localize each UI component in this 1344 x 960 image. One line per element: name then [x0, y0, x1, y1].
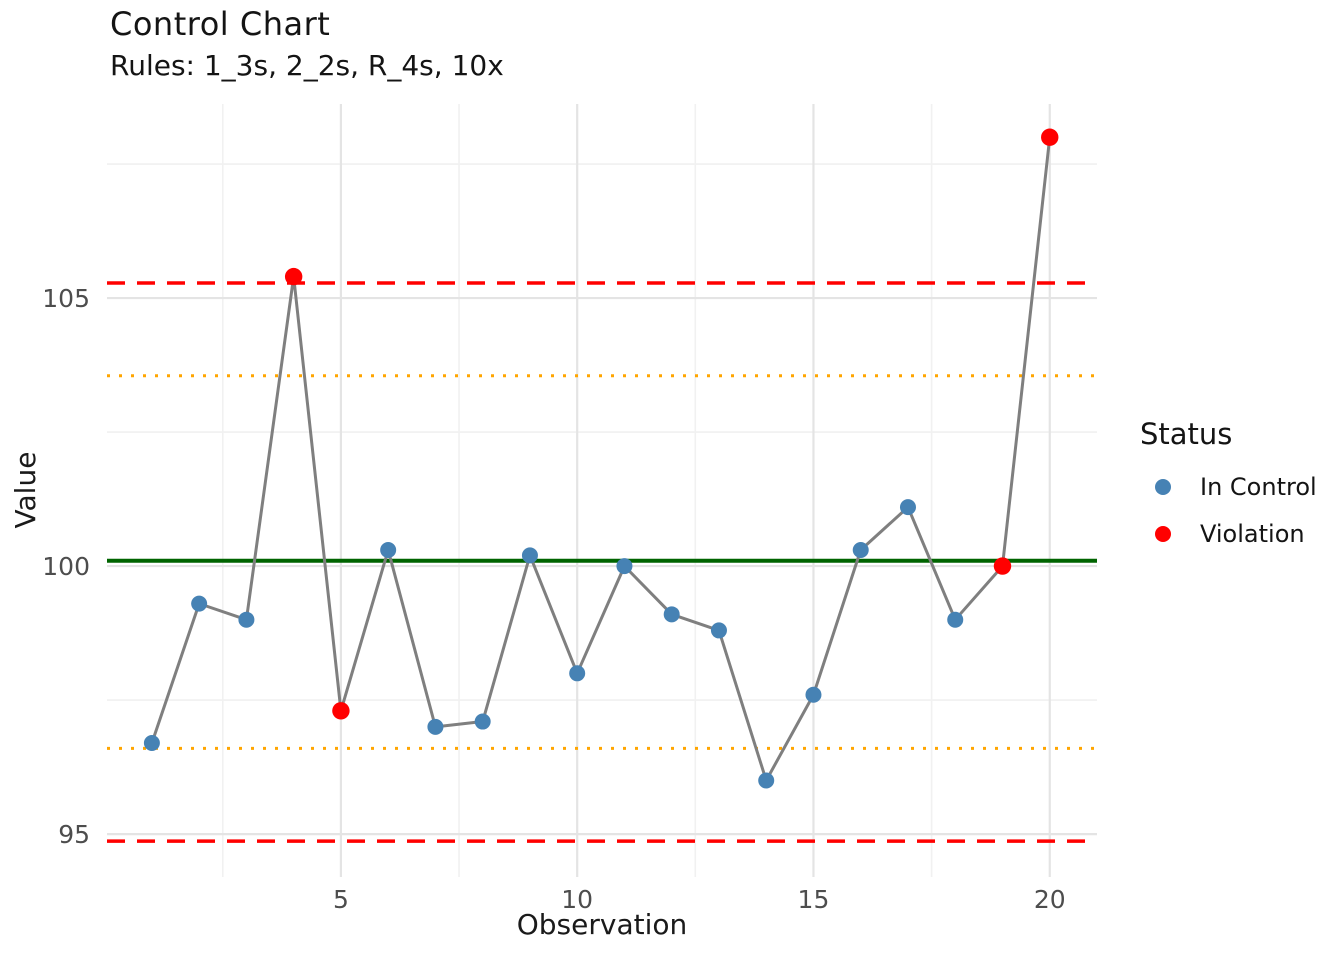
data-point-2-in_control	[191, 595, 208, 612]
data-series-line	[150, 137, 1052, 783]
x-tick-label: 15	[798, 885, 830, 914]
data-point-8-in_control	[474, 713, 491, 730]
data-point-15-in_control	[805, 686, 822, 703]
in-control-marker-icon	[1155, 478, 1171, 495]
y-axis-title: Value	[9, 451, 42, 529]
data-point-19-violation	[993, 557, 1012, 575]
data-point-1-in_control	[143, 734, 160, 751]
data-point-20-violation	[1041, 128, 1059, 146]
chart-subtitle: Rules: 1_3s, 2_2s, R_4s, 10x	[110, 49, 504, 82]
data-point-17-in_control	[899, 499, 916, 516]
data-point-11-in_control	[616, 558, 633, 575]
data-point-4-violation	[284, 267, 303, 286]
x-tick-label: 5	[333, 885, 349, 914]
data-point-6-in_control	[380, 542, 397, 559]
legend-item-in-control: In Control	[1140, 463, 1317, 510]
legend-item-label: Violation	[1200, 519, 1305, 548]
data-point-10-in_control	[569, 665, 586, 682]
y-tick-label: 95	[58, 820, 90, 849]
data-point-16-in_control	[852, 542, 869, 559]
data-point-14-in_control	[758, 772, 775, 789]
data-point-7-in_control	[427, 718, 444, 735]
y-tick-label: 100	[42, 552, 90, 581]
data-point-9-in_control	[521, 547, 538, 564]
data-point-13-in_control	[710, 622, 727, 639]
data-point-18-in_control	[947, 611, 964, 628]
chart-title: Control Chart	[110, 5, 331, 43]
legend-item-violation: Violation	[1140, 510, 1317, 557]
data-point-5-violation	[332, 702, 350, 720]
legend-title: Status	[1140, 417, 1233, 451]
legend-item-label: In Control	[1200, 472, 1317, 501]
legend: Status In Control Violation	[1140, 417, 1317, 557]
x-tick-label: 20	[1034, 885, 1066, 914]
data-point-3-in_control	[238, 611, 255, 628]
violation-marker-icon	[1155, 525, 1171, 542]
x-axis-title: Observation	[516, 908, 688, 941]
data-point-12-in_control	[663, 606, 680, 623]
y-tick-label: 105	[42, 284, 90, 313]
x-tick-label: 10	[561, 885, 593, 914]
